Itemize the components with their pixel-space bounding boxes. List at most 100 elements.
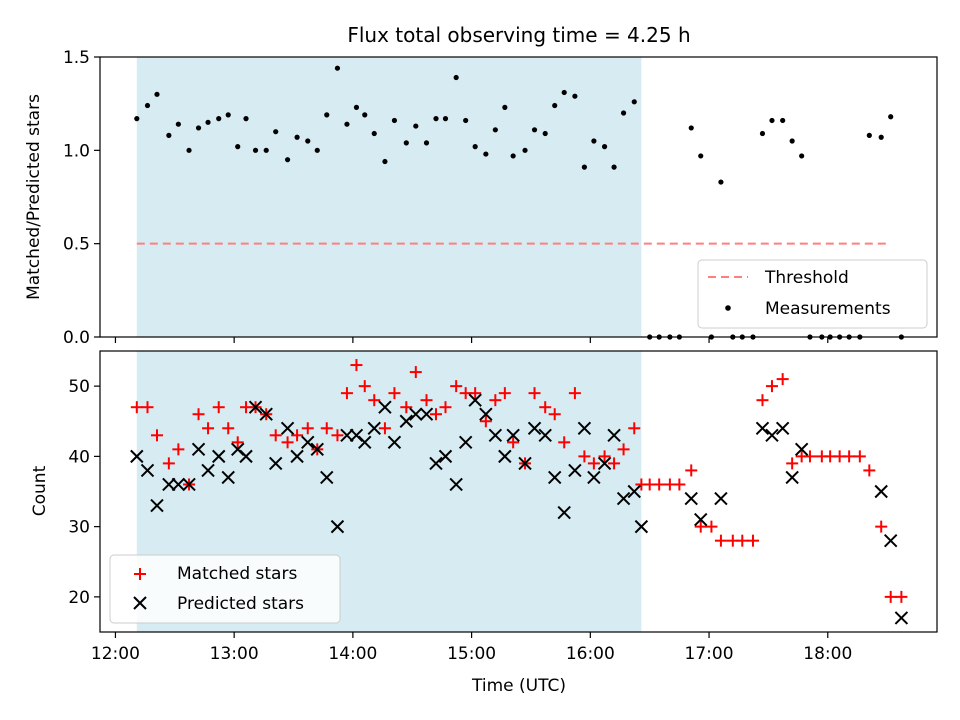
x-tick-label: 18:00	[803, 644, 852, 664]
matched-star-point	[489, 394, 502, 407]
matched-star-point	[548, 408, 561, 421]
measurement-point	[698, 153, 704, 159]
top-legend: Threshold Measurements	[697, 259, 928, 329]
predicted-star-point	[894, 611, 909, 625]
legend-matched-swatch	[134, 568, 146, 580]
matched-star-point	[281, 436, 294, 449]
measurement-point	[154, 91, 160, 97]
measurement-point	[552, 102, 558, 109]
top-y-tick-label: 1.0	[63, 141, 90, 161]
measurement-point	[799, 153, 805, 159]
matched-star-point	[479, 415, 492, 428]
predicted-star-point	[794, 442, 809, 457]
matched-star-point	[150, 429, 163, 442]
bottom-legend-box	[109, 554, 341, 624]
matched-star-point	[388, 387, 401, 400]
measurement-point	[273, 129, 279, 135]
predicted-star-point	[506, 428, 520, 443]
predicted-star-point	[150, 498, 164, 513]
matched-star-point	[705, 520, 718, 533]
bottom-y-ticks: 20 30 40 50	[68, 377, 100, 608]
predicted-star-point	[212, 449, 226, 464]
measurement-point	[403, 140, 409, 146]
matched-star-point	[587, 457, 600, 470]
bottom-legend: Matched stars Predicted stars	[109, 554, 341, 624]
matched-star-point	[608, 457, 621, 470]
measurement-point	[688, 125, 694, 131]
measurement-point	[591, 138, 597, 144]
measurement-point	[542, 130, 548, 137]
top-y-tick-label: 0.5	[63, 235, 90, 255]
measurement-point	[572, 93, 578, 99]
measurement-points	[134, 65, 904, 340]
predicted-star-point	[498, 449, 512, 464]
measurement-point	[866, 132, 872, 138]
matched-star-point	[420, 394, 433, 407]
measurement-point	[186, 147, 192, 153]
matched-star-point	[528, 387, 541, 400]
predicted-star-point	[775, 421, 790, 435]
predicted-star-point	[399, 414, 414, 428]
matched-star-point	[736, 534, 749, 547]
predicted-star-point	[518, 456, 532, 471]
measurement-point	[205, 119, 211, 125]
bottom-y-tick-label: 20	[68, 588, 90, 608]
predicted-star-point	[597, 456, 612, 471]
measurement-point	[305, 138, 311, 144]
predicted-star-point	[538, 428, 552, 443]
measurement-point	[463, 117, 469, 124]
x-tick-label: 12:00	[91, 644, 140, 664]
matched-star-point	[450, 380, 463, 393]
predicted-star-point	[409, 407, 423, 421]
x-tick-label: 17:00	[685, 644, 734, 664]
predicted-star-point	[527, 421, 542, 435]
matched-star-point	[222, 422, 235, 435]
measurement-point	[561, 89, 567, 96]
measurement-point	[216, 116, 222, 122]
matched-star-point	[853, 450, 866, 463]
predicted-star-point	[438, 449, 453, 464]
matched-star-point	[863, 464, 876, 477]
matched-star-point	[714, 534, 727, 547]
measurement-point	[472, 144, 478, 150]
matched-star-point	[350, 359, 363, 372]
matched-star-point	[617, 443, 630, 456]
predicted-star-point	[765, 428, 779, 443]
predicted-star-point	[280, 421, 295, 435]
bottom-y-tick-label: 40	[68, 447, 90, 467]
measurement-point	[314, 147, 320, 153]
predicted-star-point	[248, 400, 263, 414]
matched-star-point	[803, 450, 816, 463]
legend-predicted-swatch	[133, 596, 147, 610]
measurement-point	[442, 116, 449, 122]
measurement-point	[413, 123, 419, 129]
matched-star-point	[192, 408, 205, 421]
matched-star-point	[212, 401, 225, 414]
measurement-point	[344, 121, 350, 127]
measurement-point	[483, 151, 489, 157]
predicted-star-point	[182, 477, 196, 492]
measurement-point	[284, 157, 291, 163]
top-y-axis-label: Matched/Predicted stars	[24, 94, 44, 300]
predicted-star-point	[269, 456, 283, 471]
measurement-point	[878, 134, 884, 140]
predicted-star-point	[340, 428, 354, 443]
matched-star-point	[685, 464, 698, 477]
predicted-star-point	[301, 435, 315, 450]
bottom-x-ticks: 12:00 13:00 14:00 15:00 16:00 17:00 18:00	[91, 632, 852, 664]
matched-star-point	[439, 401, 452, 414]
legend-threshold-label: Threshold	[764, 268, 849, 288]
predicted-star-point	[130, 449, 144, 464]
measurement-point	[631, 99, 637, 105]
legend-measurements-label: Measurements	[765, 299, 891, 319]
matched-star-point	[172, 443, 185, 456]
matched-star-point	[694, 520, 707, 533]
measurement-point	[789, 138, 795, 144]
measurement-point	[195, 125, 202, 131]
measurement-point	[334, 65, 341, 71]
predicted-star-point	[874, 484, 888, 499]
top-axes-frame	[99, 56, 938, 338]
predicted-star-point	[221, 470, 235, 485]
